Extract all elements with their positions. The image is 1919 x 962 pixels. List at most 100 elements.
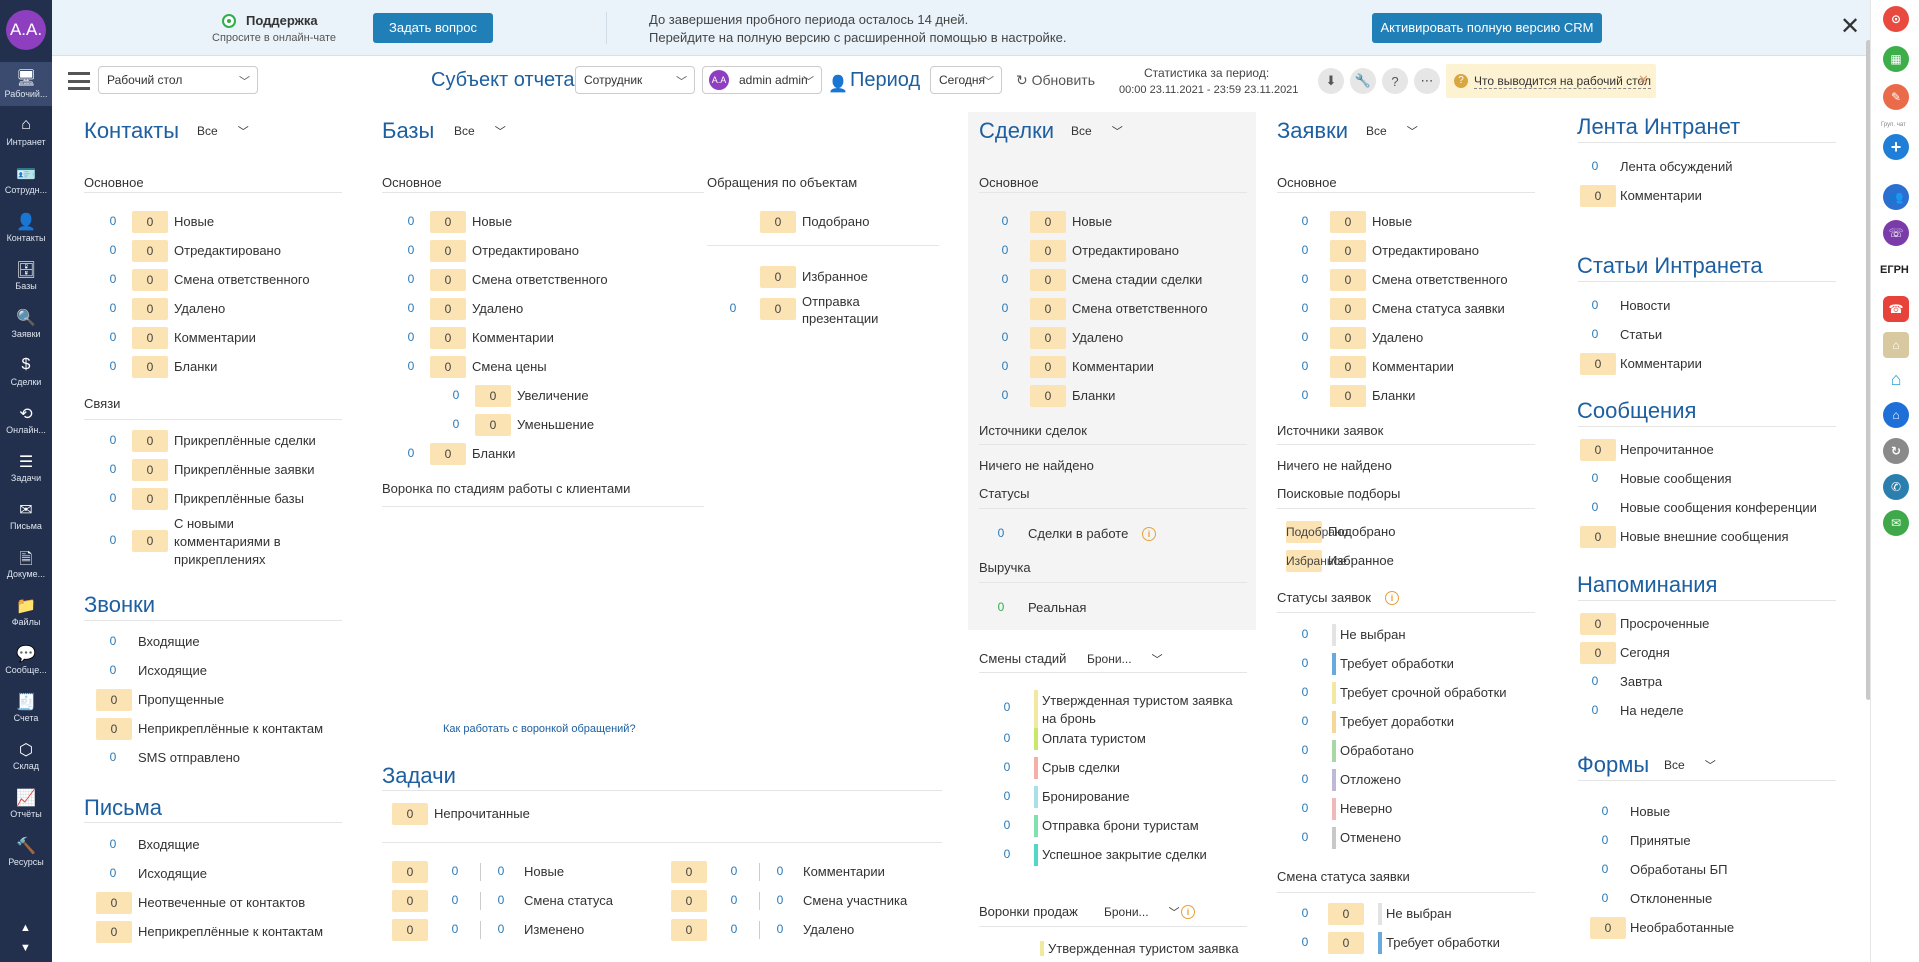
count-value[interactable]: 0 bbox=[1003, 818, 1011, 832]
new-count-badge[interactable]: 0 bbox=[1330, 211, 1366, 233]
count-value[interactable]: 0 bbox=[1001, 388, 1009, 402]
new-count-badge[interactable]: 0 bbox=[430, 211, 466, 233]
user-select[interactable]: A.A admin admin ﹀ bbox=[702, 66, 822, 94]
scroll-up-icon[interactable]: ▲ bbox=[20, 922, 31, 934]
scroll-down-icon[interactable]: ▼ bbox=[20, 942, 31, 954]
info-icon[interactable]: i bbox=[1181, 905, 1195, 919]
call-icon[interactable]: ✆ bbox=[1883, 474, 1909, 500]
new-count-badge[interactable]: 0 bbox=[96, 689, 132, 711]
count-value[interactable]: 0 bbox=[407, 214, 415, 228]
help-icon[interactable]: ? bbox=[1382, 68, 1408, 94]
house-photo-icon[interactable]: ⌂ bbox=[1883, 332, 1909, 358]
funnel-help-link[interactable]: Как работать с воронкой обращений? bbox=[443, 723, 636, 735]
count-value[interactable]: 0 bbox=[407, 301, 415, 315]
count-value[interactable]: 0 bbox=[109, 272, 117, 286]
count-value[interactable]: 0 bbox=[1301, 330, 1309, 344]
new-count-badge[interactable]: 0 bbox=[392, 919, 428, 941]
new-count-badge[interactable]: 0 bbox=[132, 530, 168, 552]
deals-filter[interactable]: Все ﹀ bbox=[1071, 123, 1123, 139]
period-select[interactable]: Сегодня ﹀ bbox=[930, 66, 1002, 94]
count-value[interactable]: 0 bbox=[1001, 272, 1009, 286]
sidebar-item-14[interactable]: ⬡ Склад bbox=[0, 734, 52, 778]
new-count-badge[interactable]: 0 bbox=[1590, 917, 1626, 939]
funnel-filter[interactable]: Брони... ﹀ bbox=[1104, 904, 1180, 920]
new-count-badge[interactable]: 0 bbox=[132, 327, 168, 349]
new-count-badge[interactable]: 0 bbox=[671, 890, 707, 912]
count-value[interactable]: 0 bbox=[729, 301, 737, 315]
new-count-badge[interactable]: 0 bbox=[132, 488, 168, 510]
new-count-badge[interactable]: 0 bbox=[392, 803, 428, 825]
share-icon[interactable]: ⋯ bbox=[1414, 68, 1440, 94]
new-count-badge[interactable]: 0 bbox=[1330, 240, 1366, 262]
sidebar-item-6[interactable]: $ Сделки bbox=[0, 350, 52, 394]
count-value[interactable]: 0 bbox=[407, 243, 415, 257]
sidebar-item-11[interactable]: 📁 Файлы bbox=[0, 590, 52, 634]
count-value[interactable]: 0 bbox=[109, 663, 117, 677]
count-value[interactable]: 0 bbox=[1301, 214, 1309, 228]
sidebar-item-2[interactable]: 🪪 Сотрудн... bbox=[0, 158, 52, 202]
count-value[interactable]: 0 bbox=[1301, 743, 1309, 757]
download-icon[interactable]: ⬇ bbox=[1318, 68, 1344, 94]
new-count-badge[interactable]: 0 bbox=[1030, 269, 1066, 291]
new-count-badge[interactable]: 0 bbox=[96, 892, 132, 914]
new-count-badge[interactable]: 0 bbox=[671, 861, 707, 883]
count-value[interactable]: 0 bbox=[1601, 804, 1609, 818]
sidebar-item-3[interactable]: 👤 Контакты bbox=[0, 206, 52, 250]
new-count-badge[interactable]: 0 bbox=[132, 211, 168, 233]
wrench-icon[interactable]: 🔧 bbox=[1350, 68, 1376, 94]
new-count-badge[interactable]: 0 bbox=[760, 298, 796, 320]
sidebar-item-15[interactable]: 📈 Отчёты bbox=[0, 782, 52, 826]
contacts-filter[interactable]: Все ﹀ bbox=[197, 123, 249, 139]
count-value[interactable]: 0 bbox=[776, 864, 784, 878]
count-value[interactable]: 0 bbox=[1301, 359, 1309, 373]
count-value[interactable]: 0 bbox=[451, 864, 459, 878]
new-count-badge[interactable]: 0 bbox=[430, 356, 466, 378]
count-value[interactable]: 0 bbox=[1001, 359, 1009, 373]
new-count-badge[interactable]: 0 bbox=[1330, 385, 1366, 407]
desktop-hint-link[interactable]: Что выводится на рабочий стол bbox=[1474, 74, 1651, 89]
count-value[interactable]: 0 bbox=[1301, 801, 1309, 815]
count-value[interactable]: 0 bbox=[1301, 301, 1309, 315]
count-value[interactable]: 0 bbox=[1591, 471, 1599, 485]
count-value[interactable]: 0 bbox=[407, 446, 415, 460]
new-count-badge[interactable]: 0 bbox=[392, 861, 428, 883]
count-value[interactable]: 0 bbox=[1301, 714, 1309, 728]
activate-crm-button[interactable]: Активировать полную версию CRM bbox=[1372, 13, 1602, 43]
new-count-badge[interactable]: 0 bbox=[132, 298, 168, 320]
count-value[interactable]: 0 bbox=[1003, 731, 1011, 745]
new-count-badge[interactable]: 0 bbox=[392, 890, 428, 912]
new-count-badge[interactable]: Избранное bbox=[1286, 550, 1347, 572]
home-blue-icon[interactable]: ⌂ bbox=[1883, 402, 1909, 428]
new-count-badge[interactable]: 0 bbox=[475, 385, 511, 407]
new-count-badge[interactable]: 0 bbox=[1580, 185, 1616, 207]
count-value[interactable]: 0 bbox=[407, 272, 415, 286]
count-value[interactable]: 0 bbox=[497, 922, 505, 936]
close-hint-icon[interactable]: ✕ bbox=[1638, 72, 1649, 87]
count-value[interactable]: 0 bbox=[109, 301, 117, 315]
new-count-badge[interactable]: 0 bbox=[1030, 211, 1066, 233]
count-value[interactable]: 0 bbox=[1001, 214, 1009, 228]
count-value[interactable]: 0 bbox=[1301, 935, 1309, 949]
count-value[interactable]: 0 bbox=[109, 491, 117, 505]
count-value[interactable]: 0 bbox=[1001, 243, 1009, 257]
sidebar-item-16[interactable]: 🔨 Ресурсы bbox=[0, 830, 52, 874]
sidebar-item-1[interactable]: ⌂ Интранет bbox=[0, 110, 52, 154]
count-value[interactable]: 0 bbox=[109, 214, 117, 228]
count-value[interactable]: 0 bbox=[109, 433, 117, 447]
new-count-badge[interactable]: 0 bbox=[760, 266, 796, 288]
count-value[interactable]: 0 bbox=[1601, 833, 1609, 847]
group-chat-icon[interactable]: ✎ bbox=[1883, 84, 1909, 110]
menu-icon[interactable] bbox=[68, 72, 90, 90]
new-count-badge[interactable]: 0 bbox=[430, 298, 466, 320]
new-count-badge[interactable]: 0 bbox=[1030, 298, 1066, 320]
count-value[interactable]: 0 bbox=[1003, 847, 1011, 861]
sidebar-item-13[interactable]: 🧾 Счета bbox=[0, 686, 52, 730]
count-value[interactable]: 0 bbox=[1301, 685, 1309, 699]
count-value[interactable]: 0 bbox=[1003, 760, 1011, 774]
new-count-badge[interactable]: 0 bbox=[1580, 526, 1616, 548]
desktop-select[interactable]: Рабочий стол ﹀ bbox=[98, 66, 258, 94]
new-count-badge[interactable]: 0 bbox=[430, 240, 466, 262]
count-value[interactable]: 0 bbox=[1591, 500, 1599, 514]
mail-green-icon[interactable]: ✉ bbox=[1883, 510, 1909, 536]
new-count-badge[interactable]: 0 bbox=[760, 211, 796, 233]
